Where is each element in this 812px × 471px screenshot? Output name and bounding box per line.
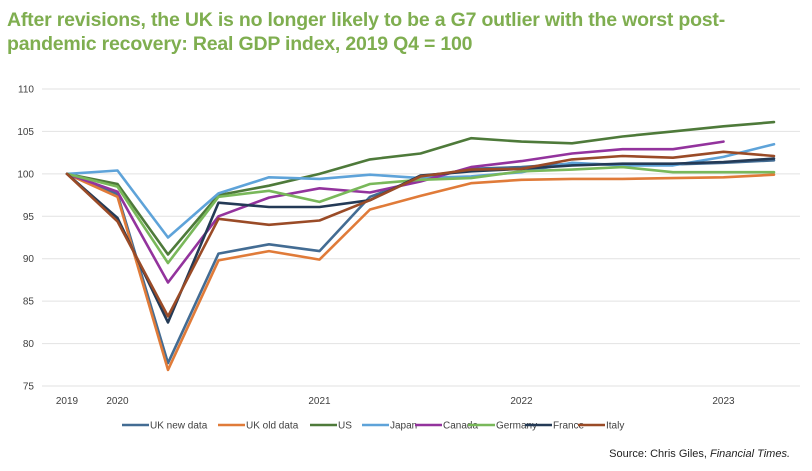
series-line-uk-new-data [65,159,776,365]
y-axis-ticks: 110 105 100 95 90 85 80 75 [17,85,34,393]
series-lines [65,120,776,372]
y-tick-label: 105 [17,127,34,138]
series-line-japan [65,142,776,239]
legend-label-germany: Germany [496,421,537,432]
x-tick-label: 2023 [712,396,735,407]
chart-title-line-2: pandemic recovery: Real GDP index, 2019 … [7,33,473,55]
series-line-france [65,157,776,324]
x-tick-label: 2020 [106,396,129,407]
chart-title-line-1: After revisions, the UK is no longer lik… [7,9,726,31]
source-publication: Financial Times. [710,448,790,460]
legend-label-france: France [553,421,585,432]
y-tick-label: 80 [23,339,35,350]
source-note: Source: Chris Giles, Financial Times. [609,448,790,460]
y-tick-label: 110 [18,85,34,96]
x-tick-label: 2022 [510,396,533,407]
series-line-uk-old-data [65,172,776,372]
x-tick-label: 2019 [56,396,79,407]
x-axis-ticks: 2019 2020 2021 2022 2023 [56,396,735,407]
series-line-italy [65,150,776,318]
legend-label-uk-old-data: UK old data [246,421,299,432]
source-prefix: Source: Chris Giles, [609,448,711,460]
legend-label-italy: Italy [606,421,624,432]
y-tick-label: 95 [23,212,35,223]
x-tick-label: 2021 [308,396,331,407]
chart-title: After revisions, the UK is no longer lik… [7,8,807,56]
legend-label-canada: Canada [443,421,478,432]
y-tick-label: 90 [23,254,35,265]
legend-label-uk-new-data: UK new data [150,421,208,432]
y-tick-label: 100 [17,169,34,180]
series-line-germany [65,165,776,265]
y-tick-label: 85 [23,297,35,308]
y-tick-label: 75 [23,382,35,393]
series-line-us [65,120,776,256]
legend-label-japan: Japan [390,421,417,432]
legend: UK new data UK old data US Japan Canada Germa… [122,421,624,432]
legend-label-us: US [338,421,352,432]
